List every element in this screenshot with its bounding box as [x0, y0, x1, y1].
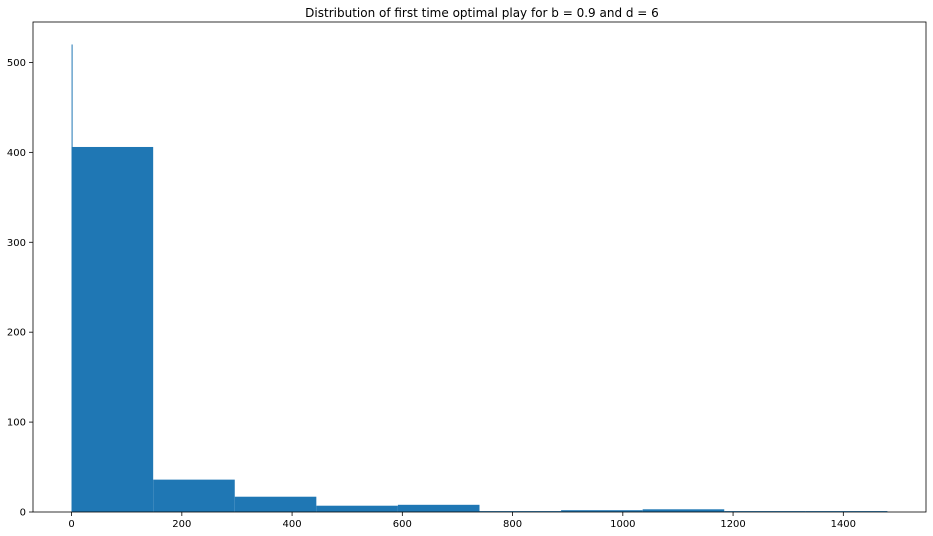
histogram-bar-0 — [71, 146, 154, 512]
y-tick-label-2: 200 — [7, 328, 26, 339]
y-tick-label-3: 300 — [7, 238, 26, 249]
histogram-bar-6 — [561, 510, 643, 512]
y-tick-label-5: 500 — [7, 58, 26, 69]
x-tick-label-6: 1200 — [720, 519, 745, 530]
y-tick-label-1: 100 — [7, 418, 26, 429]
x-tick-label-0: 0 — [68, 519, 74, 530]
y-tick-label-4: 400 — [7, 148, 26, 159]
chart-title: Distribution of first time optimal play … — [305, 6, 659, 20]
plot-frame — [32, 21, 927, 513]
y-tick-label-0: 0 — [20, 508, 26, 519]
histogram-bar-4 — [397, 504, 480, 512]
histogram-bar-2 — [234, 496, 317, 512]
histogram-bar-7 — [642, 509, 725, 512]
histogram-spike-bar — [71, 44, 73, 513]
histogram-bar-1 — [153, 479, 235, 512]
y-axis-ticks: 0 100 200 300 400 500 — [7, 58, 33, 519]
x-tick-label-3: 600 — [393, 519, 412, 530]
histogram-bar-9 — [805, 511, 888, 512]
histogram-bar-8 — [724, 511, 806, 512]
histogram-bar-3 — [316, 505, 398, 512]
x-tick-label-1: 200 — [172, 519, 191, 530]
bars-group — [71, 44, 888, 513]
x-tick-label-7: 1400 — [831, 519, 856, 530]
x-tick-label-5: 1000 — [610, 519, 635, 530]
x-tick-label-2: 400 — [283, 519, 302, 530]
x-axis-ticks: 0 200 400 600 800 1000 1200 1400 — [68, 512, 856, 530]
x-tick-label-4: 800 — [503, 519, 522, 530]
histogram-bar-5 — [479, 511, 562, 512]
